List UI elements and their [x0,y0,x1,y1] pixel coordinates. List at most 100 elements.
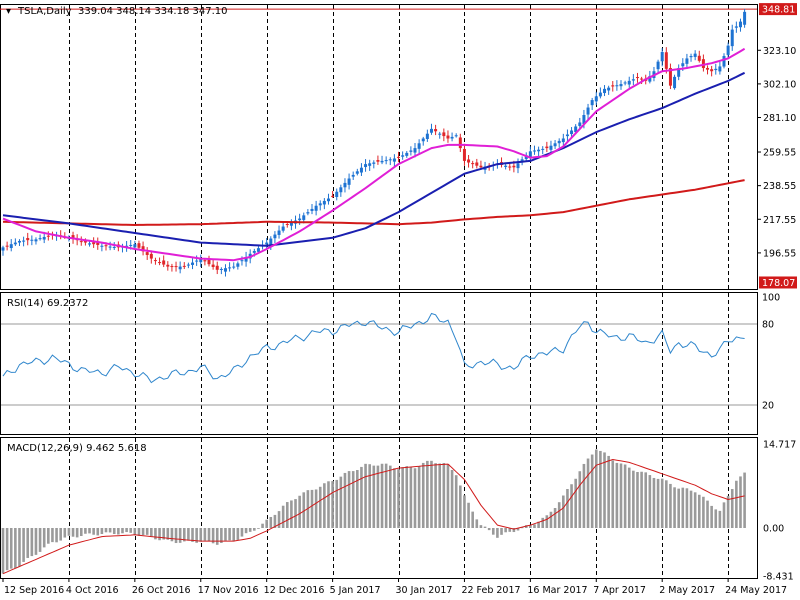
candle-body [207,259,211,265]
macd-bar [590,454,594,528]
candle-body [701,59,705,69]
candle-body [42,236,46,240]
candle-body [425,133,429,139]
macd-bar [421,462,425,528]
candle-body [706,67,710,70]
macd-bar [327,481,330,528]
macd-bar [388,465,392,528]
candle-body [285,224,289,226]
price-tag-label: 348.81 [762,5,795,16]
candle-body [640,78,644,80]
macd-bar [446,464,450,528]
macd-bar [397,469,400,528]
candle-body [302,215,306,220]
candle-body [635,77,639,79]
candle-body [417,143,421,149]
candle-body [524,155,528,160]
macd-bar [640,471,643,528]
macd-bar [710,505,713,528]
macd-bar [574,478,577,528]
candle-body [219,268,223,270]
candle-body [158,262,162,264]
macd-bar [520,527,524,529]
macd-bar [665,480,668,528]
candle-body [228,267,232,269]
candle-body [462,148,466,161]
macd-bar [652,477,656,528]
macd-bar [479,525,483,528]
candle-body [162,260,166,265]
macd-bar [454,475,458,528]
macd-bar [5,528,9,571]
macd-bar [314,489,318,528]
candle-body [343,182,347,188]
macd-bar [417,466,421,528]
macd-bar [203,528,207,541]
macd-bar [1,528,5,574]
candle-body [664,52,668,69]
candle-body [376,160,380,162]
candle-body [289,222,293,226]
macd-bar [96,528,100,536]
macd-bar [553,508,557,528]
candle-body [71,235,75,239]
candle-body [46,235,50,237]
macd-bar [627,467,631,528]
macd-bar [706,500,709,528]
macd-bar [603,452,606,528]
macd-bar [310,489,314,528]
macd-bar [430,460,433,528]
candle-body [648,76,652,82]
collapse-triangle-icon[interactable]: ▾ [6,6,11,17]
macd-bar [516,528,520,531]
candle-body [730,29,734,47]
candle-body [314,205,318,211]
macd-tick-label: -8.431 [763,572,794,583]
candle-body [508,166,512,168]
candle-body [710,69,714,72]
candle-body [504,165,508,167]
macd-bar [578,471,582,528]
candle-body [380,160,384,163]
price-tick-label: 323.10 [763,46,796,57]
macd-bar [195,528,198,543]
macd-bar [743,472,746,528]
candle-body [145,252,149,255]
candle-body [673,76,677,89]
candle-body [211,264,215,267]
candle-body [269,238,273,245]
candle-body [22,240,26,242]
candle-body [38,238,42,240]
candle-body [17,240,21,243]
candle-body [450,136,454,139]
candle-body [722,56,726,67]
time-tick-label: 12 Dec 2016 [264,585,325,596]
macd-bar [220,528,223,544]
candle-body [512,165,516,168]
candle-body [9,244,13,249]
macd-bar [545,515,549,528]
macd-bar [434,463,437,528]
macd-bar [693,492,697,528]
macd-bar [607,455,610,528]
candle-body [541,148,545,150]
rsi-panel [1,312,757,406]
macd-bar [211,528,215,544]
macd-tick-label: 14.717 [763,440,796,451]
candle-body [277,230,281,235]
macd-bar [261,523,264,528]
macd-bar [384,463,388,528]
macd-bar [594,449,598,528]
candle-body [199,258,203,263]
candle-body [256,248,260,252]
time-tick-label: 4 Oct 2016 [66,585,119,596]
macd-bar [660,478,664,528]
candle-body [594,96,598,102]
macd-bar [59,528,62,541]
macd-bar [285,502,289,528]
macd-bar [129,528,133,533]
candle-body [195,260,199,262]
candle-body [306,212,310,214]
candle-body [421,138,425,142]
macd-bar [294,499,297,528]
